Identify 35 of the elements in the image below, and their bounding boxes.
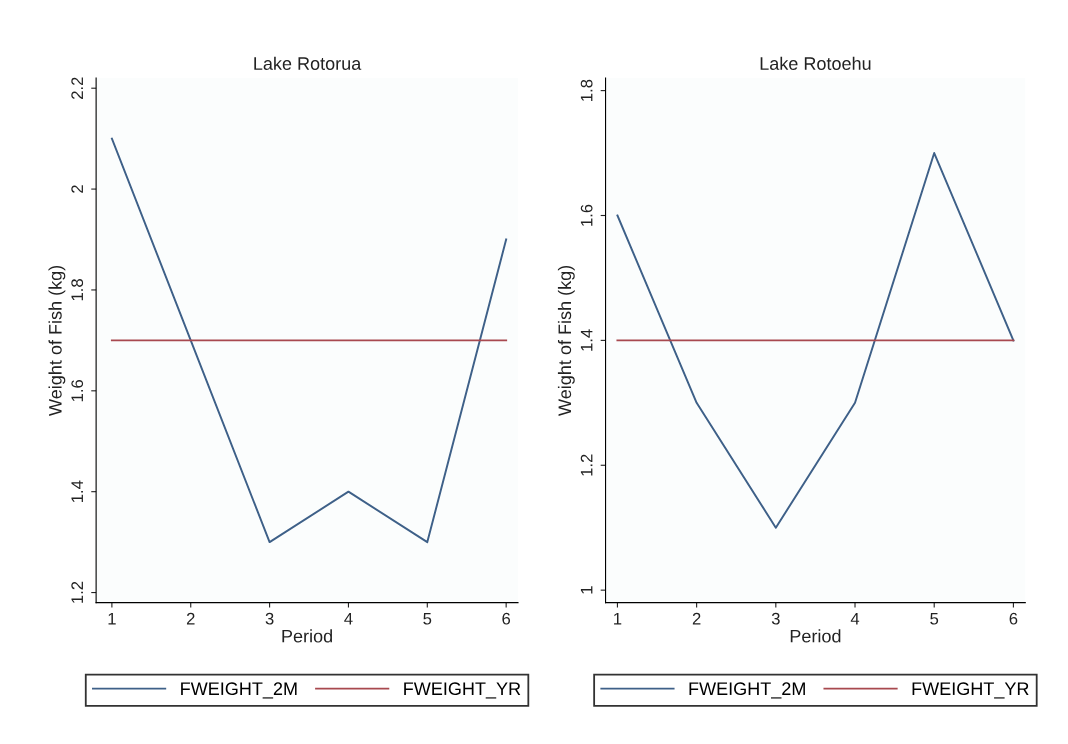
x-tick-label: 1 (614, 612, 622, 625)
x-tick-label: 3 (265, 612, 274, 625)
y-tick-label: 1.4 (71, 480, 83, 502)
chart-title: Lake Rotorua (254, 56, 362, 70)
legend-label: FWEIGHT_YR (404, 682, 521, 699)
x-tick-label: 1 (108, 612, 116, 625)
y-tick-label: 1.2 (580, 454, 593, 476)
x-tick-label: 2 (692, 612, 701, 625)
line-series (110, 137, 508, 544)
y-tick-label: 1.2 (71, 581, 83, 603)
x-tick-label: 5 (423, 612, 432, 625)
line-series (616, 152, 1015, 529)
y-tick-label: 1.6 (580, 204, 593, 226)
chart-title: Lake Rotoehu (760, 56, 871, 70)
y-tick-label: 1 (580, 586, 593, 594)
x-axis-title: Period (790, 629, 841, 643)
x-tick-label: 5 (930, 612, 939, 625)
y-axis-title: Weight of Fish (kg) (557, 265, 575, 416)
y-axis-title: Weight of Fish (kg) (48, 265, 66, 416)
y-tick-label: 1.6 (71, 379, 84, 402)
y-tick-label: 2.2 (71, 77, 83, 99)
y-tick-label: 2 (71, 185, 83, 193)
legend-label: FWEIGHT_2M (689, 682, 805, 699)
x-tick-label: 2 (186, 612, 195, 625)
x-tick-label: 4 (344, 612, 353, 625)
y-tick-label: 1.8 (580, 79, 593, 101)
x-axis-title: Period (282, 629, 332, 643)
y-tick-label: 1.8 (71, 279, 84, 301)
y-tick-label: 1.4 (580, 329, 593, 351)
x-tick-label: 6 (1009, 612, 1018, 625)
legend-label: FWEIGHT_YR (912, 682, 1029, 699)
x-tick-label: 3 (771, 612, 780, 625)
legend-label: FWEIGHT_2M (181, 682, 297, 699)
x-tick-label: 4 (850, 612, 860, 625)
x-tick-label: 6 (502, 612, 511, 625)
